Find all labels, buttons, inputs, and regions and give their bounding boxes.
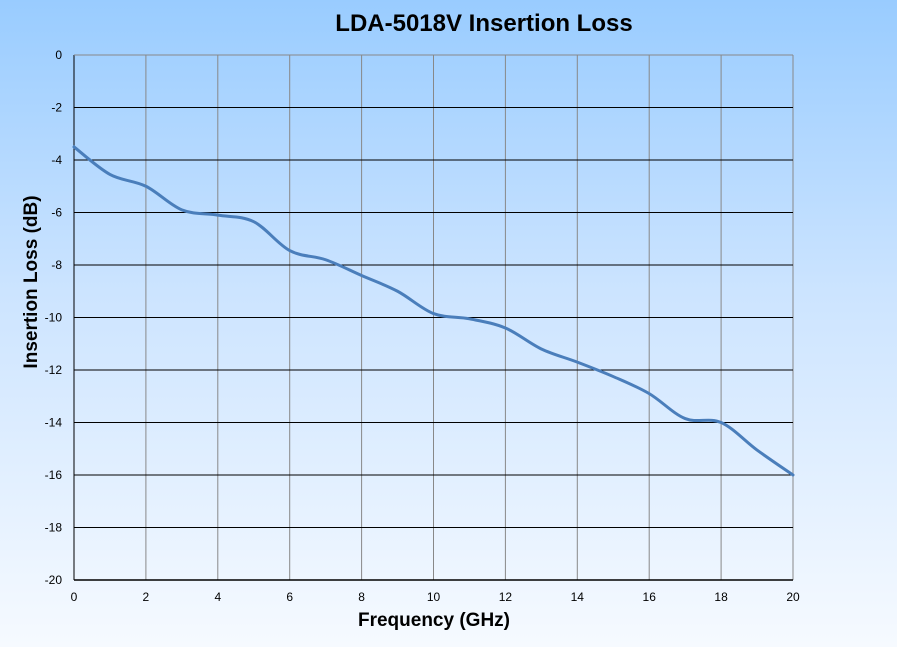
y-tick-label: 0 bbox=[55, 48, 62, 62]
y-tick-label: -2 bbox=[51, 101, 62, 115]
x-tick-label: 0 bbox=[71, 590, 78, 604]
x-tick-label: 18 bbox=[714, 590, 728, 604]
x-tick-label: 20 bbox=[786, 590, 800, 604]
y-tick-label: -12 bbox=[45, 363, 63, 377]
y-tick-label: -4 bbox=[51, 153, 62, 167]
x-tick-label: 14 bbox=[571, 590, 585, 604]
x-tick-label: 12 bbox=[499, 590, 513, 604]
x-axis-label: Frequency (GHz) bbox=[357, 610, 511, 631]
y-tick-label: -18 bbox=[45, 521, 63, 535]
y-tick-label: -10 bbox=[45, 311, 63, 325]
x-tick-label: 6 bbox=[286, 590, 293, 604]
x-tick-label: 8 bbox=[358, 590, 365, 604]
y-tick-label: -8 bbox=[51, 258, 62, 272]
series-line-insertion-loss bbox=[72, 145, 795, 477]
x-tick-label: 2 bbox=[143, 590, 150, 604]
x-tick-label: 4 bbox=[214, 590, 221, 604]
x-tick-label: 10 bbox=[427, 590, 441, 604]
y-tick-label: -6 bbox=[51, 206, 62, 220]
x-tick-label: 16 bbox=[643, 590, 657, 604]
chart-title: LDA-5018V Insertion Loss bbox=[335, 10, 633, 37]
y-tick-label: -14 bbox=[45, 416, 63, 430]
y-tick-label: -20 bbox=[45, 573, 63, 587]
y-tick-label: -16 bbox=[45, 468, 63, 482]
